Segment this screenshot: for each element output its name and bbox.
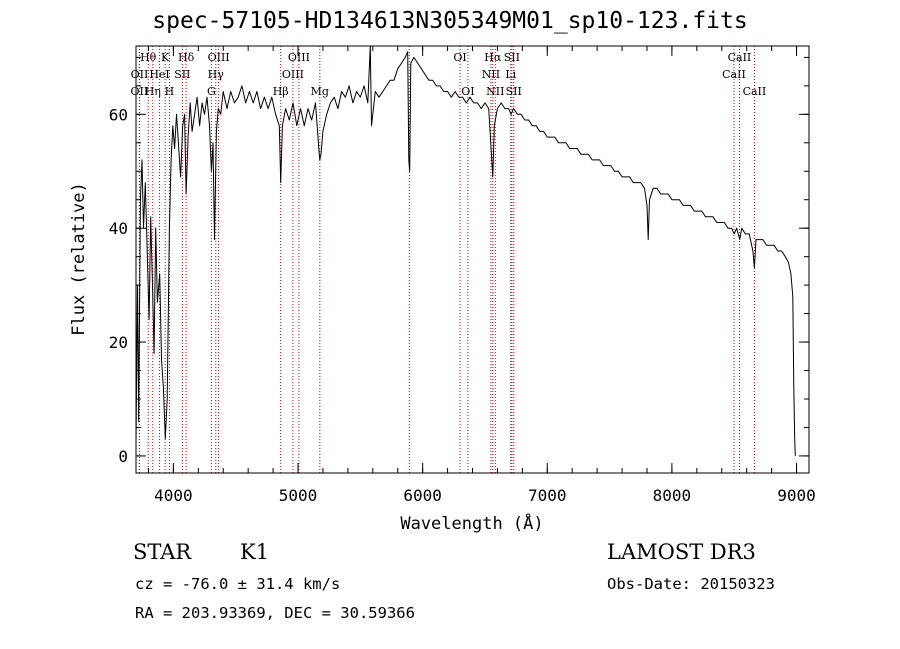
x-axis-label: Wavelength (Å) — [400, 512, 543, 534]
line-marker-label: CaII — [743, 85, 767, 98]
line-marker-label: OI — [461, 85, 474, 98]
line-marker-label: Hθ — [140, 51, 157, 64]
x-tick-label: 7000 — [528, 486, 567, 505]
series-layer — [135, 45, 796, 456]
object-subclass: K1 — [240, 540, 270, 564]
line-marker-label: HeI — [149, 68, 169, 81]
x-tick-label: 4000 — [154, 486, 193, 505]
line-marker-label: SII — [174, 68, 190, 81]
obs-date: Obs-Date: 20150323 — [607, 575, 775, 593]
line-marker-label: H — [165, 85, 175, 98]
line-marker-label: OII — [131, 68, 149, 81]
line-markers: OIIHθOIIHηHeIKHSIIHδGHγOIIIHβOIIIOIIIMgO… — [131, 46, 767, 473]
plot-frame — [135, 45, 810, 474]
line-marker-label: OIII — [208, 51, 230, 64]
x-tick-label: 6000 — [403, 486, 442, 505]
line-marker-label: Hη — [145, 85, 161, 98]
line-marker-label: CaII — [722, 68, 746, 81]
x-tick-label: 9000 — [777, 486, 816, 505]
line-marker-label: Mg — [311, 85, 329, 98]
y-tick-label: 0 — [118, 447, 128, 466]
line-marker-label: NII — [482, 68, 500, 81]
line-marker-label: K — [161, 51, 170, 64]
x-tick-label: 5000 — [279, 486, 318, 505]
axis-ticks — [136, 46, 809, 473]
line-marker-label: SII — [506, 85, 522, 98]
line-marker-label: OIII — [282, 68, 304, 81]
line-marker-label: SII — [504, 51, 520, 64]
y-tick-label: 20 — [109, 333, 128, 352]
y-axis-label: Flux (relative) — [69, 182, 89, 336]
line-marker-label: Hδ — [178, 51, 195, 64]
line-marker-label: OI — [453, 51, 466, 64]
line-marker-label: OIII — [288, 51, 310, 64]
spectrum-line — [135, 45, 796, 456]
line-marker-label: Li — [505, 68, 516, 81]
coordinates-text: RA = 203.93369, DEC = 30.59366 — [135, 604, 415, 622]
axis-labels: 4000 5000 6000 7000 8000 9000 0 20 40 60 — [109, 105, 816, 505]
line-marker-label: Hγ — [208, 68, 225, 81]
object-class: STAR — [133, 540, 192, 564]
survey-name: LAMOST DR3 — [607, 540, 756, 564]
line-marker-label: G — [207, 85, 216, 98]
line-marker-label: NII — [486, 85, 504, 98]
redshift-text: cz = -76.0 ± 31.4 km/s — [135, 575, 341, 593]
y-tick-label: 60 — [109, 105, 128, 124]
line-marker-label: CaII — [728, 51, 752, 64]
x-tick-label: 8000 — [653, 486, 692, 505]
line-marker-label: Hβ — [273, 85, 289, 98]
chart-title: spec-57105-HD134613N305349M01_sp10-123.f… — [152, 8, 748, 34]
y-tick-label: 40 — [109, 219, 128, 238]
line-marker-label: Hα — [484, 51, 502, 64]
